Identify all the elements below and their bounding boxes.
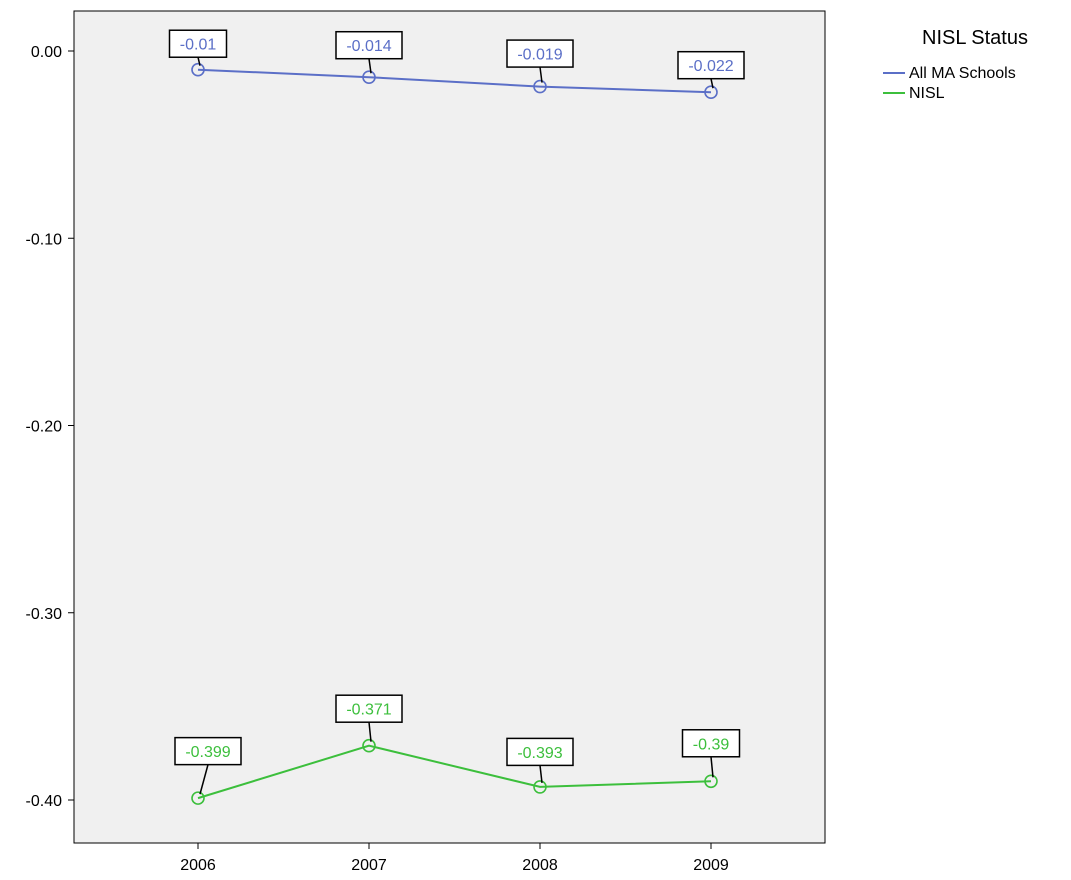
data-point [704, 774, 718, 789]
data-label-layer: -0.01 -0.014 -0.019 -0.022 -0.399 -0.371 -0.39… [168, 29, 745, 795]
data-label-box [335, 694, 403, 723]
data-label-text: -0.39 [693, 736, 730, 753]
data-label: -0.371 [335, 694, 403, 742]
data-point [533, 79, 547, 94]
data-label-leader [710, 78, 714, 89]
data-label: -0.01 [168, 29, 228, 66]
data-label-leader [710, 756, 714, 778]
data-label-leader [197, 57, 201, 66]
data-label-leader [199, 764, 209, 795]
data-label-leader [539, 66, 543, 83]
data-label: -0.393 [506, 737, 574, 783]
x-tick-label: 2006 [180, 857, 216, 874]
y-axis: 0.00 -0.10 -0.20 -0.30 -0.40 [26, 44, 74, 810]
legend-title: NISL Status [922, 27, 1028, 49]
data-point [362, 70, 376, 85]
y-tick-label: 0.00 [31, 44, 62, 61]
data-label-text: -0.399 [185, 744, 230, 761]
data-label-box [677, 50, 745, 80]
y-tick-label: -0.30 [26, 606, 63, 623]
data-label: -0.014 [335, 30, 403, 74]
data-point [362, 738, 376, 753]
series-line [197, 68, 712, 94]
data-label-box [681, 729, 741, 758]
legend-label: All MA Schools [909, 65, 1016, 82]
data-point [704, 85, 718, 99]
data-label-leader [539, 765, 543, 783]
y-tick-label: -0.10 [26, 231, 63, 248]
data-label-text: -0.022 [688, 58, 733, 75]
y-tick-label: -0.20 [26, 419, 63, 436]
y-tick-label: -0.40 [26, 793, 63, 810]
data-label-box [174, 736, 242, 766]
data-label: -0.019 [506, 39, 574, 83]
legend-label: NISL [909, 85, 945, 102]
data-point [191, 791, 205, 805]
x-tick-label: 2007 [351, 857, 387, 874]
data-label: -0.399 [174, 736, 242, 795]
data-label-text: -0.019 [517, 47, 562, 64]
legend-items: All MA Schools NISL [883, 65, 1016, 102]
legend-item: NISL [883, 85, 945, 102]
series-line [197, 744, 712, 800]
data-label-box [168, 29, 228, 58]
data-label-box [506, 737, 574, 767]
series-layer [191, 62, 718, 805]
x-axis: 2006 2007 2008 2009 [180, 843, 729, 874]
data-label-text: -0.014 [346, 38, 391, 55]
data-label-leader [368, 722, 372, 742]
x-tick-label: 2008 [522, 857, 558, 874]
data-label-leader [368, 58, 372, 74]
legend-item: All MA Schools [883, 65, 1016, 82]
data-label: -0.39 [681, 729, 741, 778]
data-point [191, 62, 205, 77]
data-label-text: -0.371 [346, 702, 391, 719]
data-label-text: -0.01 [180, 37, 217, 54]
data-label-box [506, 39, 574, 68]
legend: NISL Status All MA Schools NISL [883, 27, 1028, 102]
data-point [533, 780, 547, 794]
x-tick-label: 2009 [693, 857, 729, 874]
plot-area [73, 10, 826, 844]
data-label-box [335, 30, 403, 60]
data-label-text: -0.393 [517, 745, 562, 762]
data-label: -0.022 [677, 50, 745, 89]
